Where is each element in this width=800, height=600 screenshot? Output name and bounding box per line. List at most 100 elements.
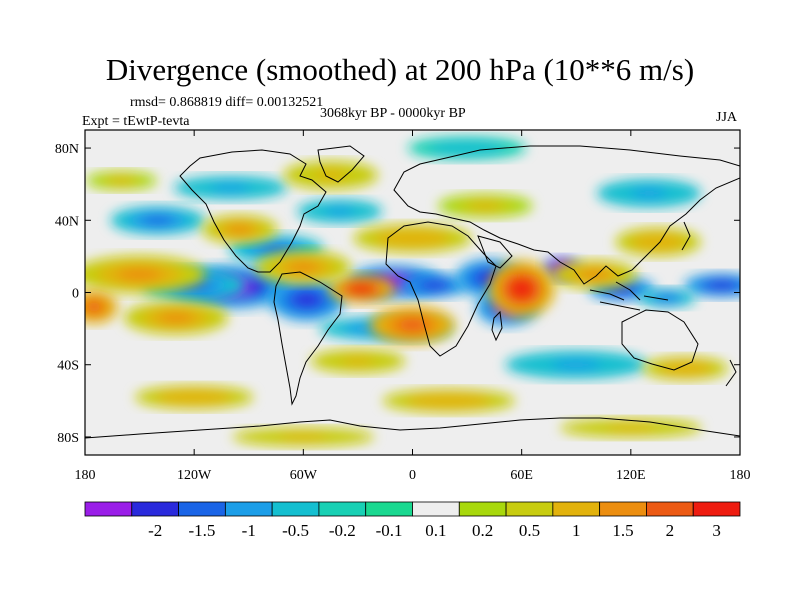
contour-band xyxy=(606,424,656,432)
contour-band xyxy=(226,224,253,235)
x-tick-label: 60W xyxy=(290,468,318,483)
divergence-cell xyxy=(269,278,345,321)
colorbar-box xyxy=(365,501,413,517)
contour-band xyxy=(85,301,103,313)
contour-band xyxy=(341,357,375,366)
contour-band xyxy=(350,284,374,294)
colorbar-box xyxy=(692,501,741,517)
y-axis: 80N 40N 0 40S 80S xyxy=(55,142,740,446)
chart-title: Divergence (smoothed) at 200 hPa (10**6 … xyxy=(105,52,695,87)
x-tick-label: 180 xyxy=(75,468,96,483)
contour-band xyxy=(643,237,673,247)
colorbar-box xyxy=(178,501,226,517)
coast-north-america xyxy=(179,149,327,273)
divergence-cell xyxy=(401,273,468,298)
contour-band xyxy=(141,215,175,226)
contour-band xyxy=(397,318,428,332)
colorbar-box xyxy=(412,501,460,517)
contour-band xyxy=(293,292,321,308)
divergence-cell xyxy=(559,418,702,438)
divergence-cell xyxy=(407,136,527,160)
contour-band xyxy=(278,433,328,441)
y-tick-label: 80N xyxy=(55,142,79,157)
coast-greenland xyxy=(317,145,365,183)
contour-band xyxy=(708,281,735,290)
contour-band xyxy=(425,396,472,405)
colorbar-box xyxy=(646,501,694,517)
colorbar-box xyxy=(552,501,601,517)
y-tick-label: 40S xyxy=(57,359,79,374)
colorbar-label: 1.5 xyxy=(612,521,633,540)
coast-antarctica xyxy=(85,417,740,439)
x-tick-label: 120E xyxy=(616,468,646,483)
contour-band xyxy=(259,244,293,255)
x-tick-label: 180 xyxy=(730,468,751,483)
coast-new-zealand xyxy=(725,359,737,387)
x-tick-label: 0 xyxy=(409,468,416,483)
divergence-cell xyxy=(328,274,395,303)
divergence-cell xyxy=(110,206,206,235)
colorbar-label: -1.5 xyxy=(189,521,216,540)
contour-band xyxy=(314,170,347,181)
y-tick-label: 40N xyxy=(55,214,79,229)
coast-australia xyxy=(621,309,699,371)
contour-band xyxy=(446,143,488,153)
colorbar-label: 1 xyxy=(572,521,581,540)
divergence-cell xyxy=(642,356,728,381)
divergence-cell xyxy=(85,290,118,324)
season-label: JJA xyxy=(716,110,738,125)
colorbar-label: 2 xyxy=(666,521,675,540)
colorbar-label: -0.1 xyxy=(376,521,403,540)
contour-band xyxy=(510,279,534,299)
y-tick-label: 0 xyxy=(72,287,79,302)
contour-band xyxy=(422,281,446,290)
x-tick-label: 120W xyxy=(177,468,212,483)
contour-band xyxy=(579,269,610,280)
colorbar-label: -0.2 xyxy=(329,521,356,540)
divergence-cell xyxy=(173,176,288,200)
contour-band xyxy=(551,359,601,370)
coast-eurasia xyxy=(393,145,740,285)
colorbar-box xyxy=(505,501,554,517)
colorbar-box xyxy=(458,501,507,517)
colorbar-label: -1 xyxy=(242,521,256,540)
contour-band xyxy=(157,312,194,324)
x-tick-label: 60E xyxy=(510,468,533,483)
contour-band xyxy=(468,201,502,210)
contour-band xyxy=(670,364,701,373)
colorbar-box xyxy=(318,501,367,517)
coast-madagascar xyxy=(491,310,503,342)
divergence-cell xyxy=(256,250,351,284)
divergence-cell xyxy=(382,389,516,413)
colorbar-label: 0.5 xyxy=(519,521,540,540)
divergence-cell xyxy=(488,260,555,318)
colorbar-box xyxy=(224,501,273,517)
divergence-cell xyxy=(353,224,472,253)
divergence-cell xyxy=(232,427,375,447)
stats-line: rmsd= 0.868819 diff= 0.00132521 xyxy=(130,95,324,110)
colorbar-label: 0.1 xyxy=(425,521,446,540)
contour-band xyxy=(116,267,163,281)
contour-band xyxy=(109,177,134,184)
divergence-cell xyxy=(437,194,533,218)
divergence-cell xyxy=(135,385,254,409)
contour-band xyxy=(210,183,251,192)
colorbar-box xyxy=(599,501,647,517)
contour-band xyxy=(610,284,634,293)
colorbar-box xyxy=(131,501,179,517)
divergence-cell xyxy=(505,350,648,379)
coastlines xyxy=(85,145,740,439)
divergence-cell xyxy=(638,288,696,308)
colorbar-label: -0.5 xyxy=(282,521,309,540)
period-label: 3068kyr BP - 0000kyr BP xyxy=(320,106,466,121)
x-axis: 180 120W 60W 0 60E 120E 180 xyxy=(75,130,751,483)
experiment-label: Expt = tEwtP-tevta xyxy=(82,114,190,129)
colorbar-box xyxy=(271,501,320,517)
colorbar-labels: -2-1.5-1-0.5-0.2-0.10.10.20.511.523-3 xyxy=(148,521,721,540)
colorbar-label: 3 xyxy=(712,521,721,540)
contour-band xyxy=(173,393,215,402)
coast-indonesia xyxy=(589,281,669,311)
divergence-cell xyxy=(369,306,456,344)
